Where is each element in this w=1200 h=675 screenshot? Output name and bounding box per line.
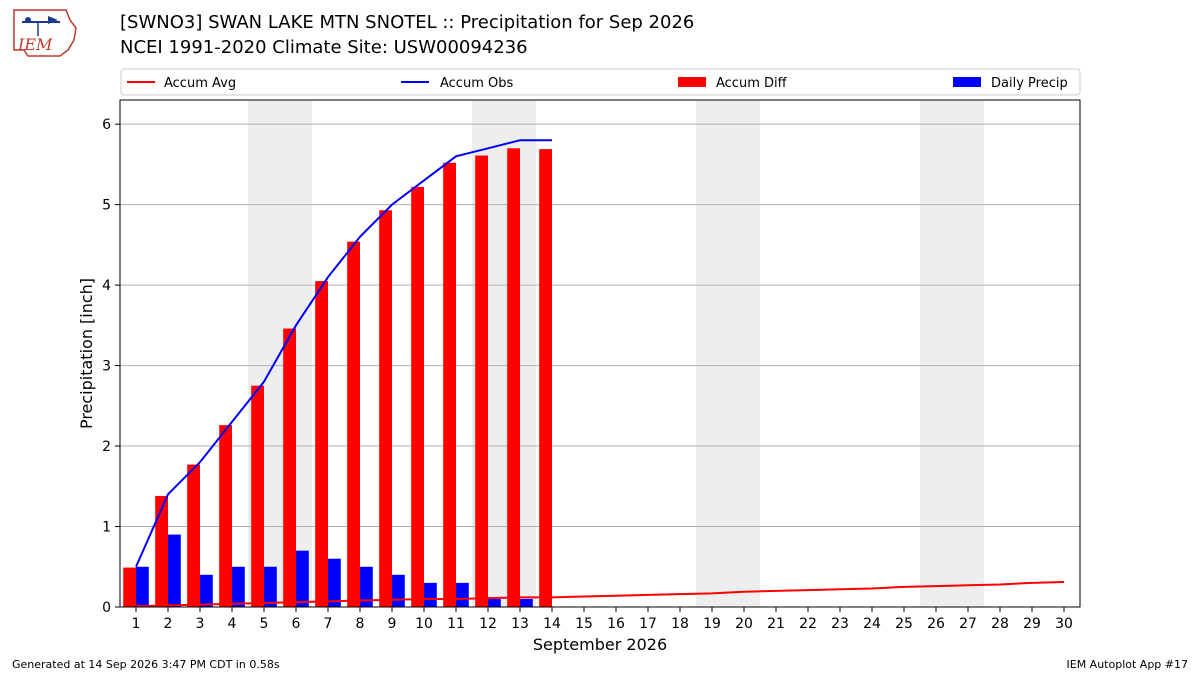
x-tick-label: 9 (388, 616, 397, 632)
accum-avg-line (135, 581, 1065, 608)
x-tick-label: 21 (767, 616, 785, 632)
x-tick-label: 16 (607, 616, 625, 632)
daily-precip-bar (296, 550, 309, 607)
accum-diff-bar (347, 241, 360, 607)
x-tick-label: 3 (196, 616, 205, 632)
x-tick-label: 11 (447, 616, 465, 632)
x-tick-label: 17 (639, 616, 657, 632)
accum-obs-line (135, 139, 552, 568)
plot-frame (119, 99, 1081, 608)
accum-diff-bar (539, 149, 552, 608)
app-label: IEM Autoplot App #17 (1066, 658, 1189, 671)
weekend-shade (696, 100, 760, 607)
y-tick-label: 6 (102, 117, 111, 133)
accum-diff-bar (219, 425, 232, 607)
x-tick-label: 12 (479, 616, 497, 632)
daily-precip-bar (264, 566, 277, 607)
accum-diff-bar (283, 328, 296, 607)
x-tick-label: 14 (543, 616, 561, 632)
legend-box (120, 68, 1081, 96)
accum-diff-bar (155, 495, 168, 607)
accum-diff-bar (251, 385, 264, 607)
x-tick-label: 24 (863, 616, 881, 632)
x-tick-label: 7 (324, 616, 333, 632)
accum-diff-bar (187, 464, 200, 607)
daily-precip-bar (488, 598, 501, 607)
x-tick-label: 15 (575, 616, 593, 632)
accum-diff-bar (379, 210, 392, 607)
x-tick-label: 13 (511, 616, 529, 632)
logo-text: IEM (17, 35, 53, 54)
generated-timestamp: Generated at 14 Sep 2026 3:47 PM CDT in … (12, 658, 280, 671)
x-tick-label: 6 (292, 616, 301, 632)
daily-precip-bar (392, 574, 405, 607)
weekend-shade (920, 100, 984, 607)
x-tick-label: 26 (927, 616, 945, 632)
x-tick-label: 19 (703, 616, 721, 632)
daily-precip-bar (328, 558, 341, 607)
accum-diff-bar (315, 281, 328, 607)
daily-precip-bar (232, 566, 245, 607)
x-tick-label: 22 (799, 616, 817, 632)
x-tick-label: 29 (1023, 616, 1041, 632)
x-tick-label: 4 (228, 616, 237, 632)
accum-diff-bar (443, 162, 456, 607)
daily-precip-bar (456, 582, 469, 607)
x-tick-label: 18 (671, 616, 689, 632)
chart-title: [SWNO3] SWAN LAKE MTN SNOTEL :: Precipit… (120, 12, 695, 33)
daily-precip-bar (424, 582, 437, 607)
y-tick-label: 4 (102, 278, 111, 294)
x-tick-label: 8 (356, 616, 365, 632)
legend-accum-diff-label: Accum Diff (716, 76, 788, 91)
x-tick-label: 5 (260, 616, 269, 632)
y-tick-label: 2 (102, 439, 111, 455)
daily-precip-bar (520, 598, 533, 607)
x-tick-label: 1 (132, 616, 141, 632)
legend-daily-precip-label: Daily Precip (991, 76, 1068, 91)
x-tick-label: 2 (164, 616, 173, 632)
y-axis-label: Precipitation [inch] (77, 278, 96, 429)
daily-precip-bar (200, 574, 213, 607)
accum-diff-bar (411, 186, 424, 607)
legend-accum-avg-label: Accum Avg (164, 76, 236, 91)
x-tick-label: 10 (415, 616, 433, 632)
x-tick-label: 27 (959, 616, 977, 632)
x-tick-label: 28 (991, 616, 1009, 632)
legend-accum-obs-label: Accum Obs (440, 76, 513, 91)
y-tick-label: 3 (102, 359, 111, 375)
legend-daily-precip-swatch (953, 77, 981, 87)
y-tick-label: 5 (102, 198, 111, 214)
accum-diff-bar (475, 155, 488, 607)
daily-precip-bar (136, 566, 149, 607)
y-tick-label: 1 (102, 520, 111, 536)
x-tick-label: 23 (831, 616, 849, 632)
daily-precip-bar (168, 534, 181, 607)
daily-precip-bar (360, 566, 373, 607)
x-tick-label: 30 (1055, 616, 1073, 632)
x-tick-label: 25 (895, 616, 913, 632)
legend-accum-diff-swatch (678, 77, 706, 87)
y-tick-label: 0 (102, 600, 111, 616)
x-axis-label: September 2026 (533, 635, 667, 654)
accum-diff-bar (507, 148, 520, 608)
iem-logo: IEM (13, 9, 77, 57)
x-tick-label: 20 (735, 616, 753, 632)
chart-subtitle: NCEI 1991-2020 Climate Site: USW00094236 (120, 37, 528, 58)
accum-diff-bar (123, 567, 136, 607)
